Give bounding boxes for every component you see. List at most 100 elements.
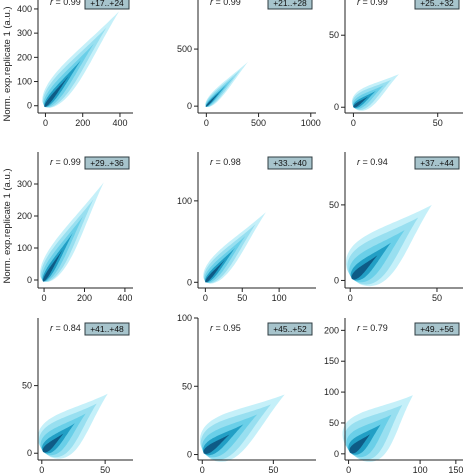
r-annotation: r = 0.99 <box>50 157 81 167</box>
y-tick-label: 500 <box>177 44 192 54</box>
y-tick-label: 100 <box>177 196 192 206</box>
r-annotation: r = 0.99 <box>210 0 241 7</box>
x-tick-label: 50 <box>100 465 110 474</box>
r-symbol: r <box>210 0 216 7</box>
y-tick-label: 0 <box>27 448 32 458</box>
y-tick-label: 0 <box>334 102 339 112</box>
r-value: = 0.84 <box>56 323 81 333</box>
r-value: = 0.99 <box>363 0 388 7</box>
r-symbol: r <box>357 0 363 7</box>
panel-1: 0 200 400 0 100 200 300 400 r = 0.99 +17..+24 <box>17 0 133 128</box>
y-tick-label: 0 <box>187 277 192 287</box>
range-badge-label: +21..+28 <box>273 0 307 8</box>
range-badge <box>267 156 313 170</box>
range-badge <box>84 322 130 336</box>
r-symbol: r <box>210 157 216 167</box>
r-annotation: r = 0.99 <box>50 0 81 7</box>
x-tick-label: 500 <box>251 118 266 128</box>
density-contour-5 <box>42 249 63 282</box>
r-symbol: r <box>50 323 56 333</box>
x-tick-label: 50 <box>432 293 442 303</box>
r-symbol: r <box>210 323 216 333</box>
panel-8: 0 50 0 50 100 r = 0.95 +45..+52 <box>177 313 316 474</box>
x-tick-label: 0 <box>42 293 47 303</box>
x-tick-label: 0 <box>39 465 44 474</box>
r-annotation: r = 0.79 <box>357 323 388 333</box>
y-tick-label: 50 <box>182 381 192 391</box>
x-tick-label: 0 <box>200 465 205 474</box>
panel-2: 0500100005001000r = 0.99+21..+28 <box>177 0 321 128</box>
y-tick-label: 0 <box>187 450 192 460</box>
x-tick-label: 0 <box>351 118 356 128</box>
y-tick-label: 100 <box>17 243 32 253</box>
y-tick-label: 50 <box>329 200 339 210</box>
density-contour-5 <box>42 433 64 453</box>
y-tick-label: 0 <box>334 275 339 285</box>
r-annotation: r = 0.94 <box>357 157 388 167</box>
density-contour-5 <box>349 434 371 454</box>
y-tick-label: 0 <box>187 101 192 111</box>
r-annotation: r = 0.84 <box>50 323 81 333</box>
x-tick-label: 1000 <box>301 118 321 128</box>
range-badge <box>267 0 313 10</box>
r-annotation: r = 0.95 <box>210 323 241 333</box>
x-tick-label: 100 <box>413 465 428 474</box>
panel-5: 0 50 100 0 100 r = 0.98 +33..+40 <box>177 152 316 303</box>
y-tick-label: 300 <box>17 28 32 38</box>
y-tick-label: 0 <box>27 101 32 111</box>
r-annotation: r = 0.98 <box>210 157 241 167</box>
y-tick-label: 100 <box>17 77 32 87</box>
density-contour-5 <box>44 76 69 107</box>
x-tick-label: 150 <box>448 465 463 474</box>
range-badge-label: +33..+40 <box>273 158 307 168</box>
x-tick-label: 400 <box>117 293 132 303</box>
r-symbol: r <box>357 157 363 167</box>
range-badge-label: +41..+48 <box>90 324 124 334</box>
y-tick-label: 0 <box>334 449 339 459</box>
range-badge-label: +37..+44 <box>420 158 454 168</box>
range-badge-label: +29..+36 <box>90 158 124 168</box>
y-tick-label: 50 <box>22 381 32 391</box>
y-tick-label: 100 <box>177 313 192 323</box>
x-tick-label: 50 <box>237 293 247 303</box>
x-tick-label: 100 <box>272 293 287 303</box>
y-tick-label: 200 <box>17 52 32 62</box>
r-annotation: r = 0.99 <box>357 0 388 7</box>
range-badge <box>414 0 460 10</box>
r-value: = 0.99 <box>216 0 241 7</box>
density-contour-5 <box>353 96 368 108</box>
panel-7: 0 50 0 50 r = 0.84 +41..+48 <box>22 318 133 474</box>
x-tick-label: 400 <box>112 118 127 128</box>
x-tick-label: 50 <box>268 465 278 474</box>
density-contour-5 <box>203 434 230 454</box>
range-badge <box>84 156 130 170</box>
y-axis-label-row-1: Norm. exp.replicate 1 (a.u.) <box>2 6 13 121</box>
y-tick-label: 400 <box>17 4 32 14</box>
range-badge <box>84 0 130 10</box>
r-value: = 0.98 <box>216 157 241 167</box>
r-symbol: r <box>357 323 363 333</box>
range-badge <box>414 156 460 170</box>
y-tick-label: 200 <box>17 211 32 221</box>
range-badge <box>414 322 460 336</box>
panel-3: 0 50 0 50 r = 0.99 +25..+32 <box>329 0 463 128</box>
x-tick-label: 0 <box>346 465 351 474</box>
x-tick-label: 200 <box>77 293 92 303</box>
range-badge-label: +25..+32 <box>420 0 454 8</box>
y-tick-label: 150 <box>324 356 339 366</box>
density-contour-5 <box>351 255 378 280</box>
r-value: = 0.95 <box>216 323 241 333</box>
r-symbol: r <box>50 157 56 167</box>
r-value: = 0.94 <box>363 157 388 167</box>
y-axis-label-row-2: Norm. exp.replicate 1 (a.u.) <box>2 168 13 283</box>
density-contour-5 <box>205 259 225 283</box>
y-tick-label: 300 <box>17 179 32 189</box>
range-badge <box>267 322 313 336</box>
x-tick-label: 50 <box>433 118 443 128</box>
range-badge-label: +17..+24 <box>90 0 124 8</box>
r-value: = 0.99 <box>56 0 81 7</box>
r-value: = 0.99 <box>56 157 81 167</box>
range-badge-label: +49..+56 <box>420 324 454 334</box>
